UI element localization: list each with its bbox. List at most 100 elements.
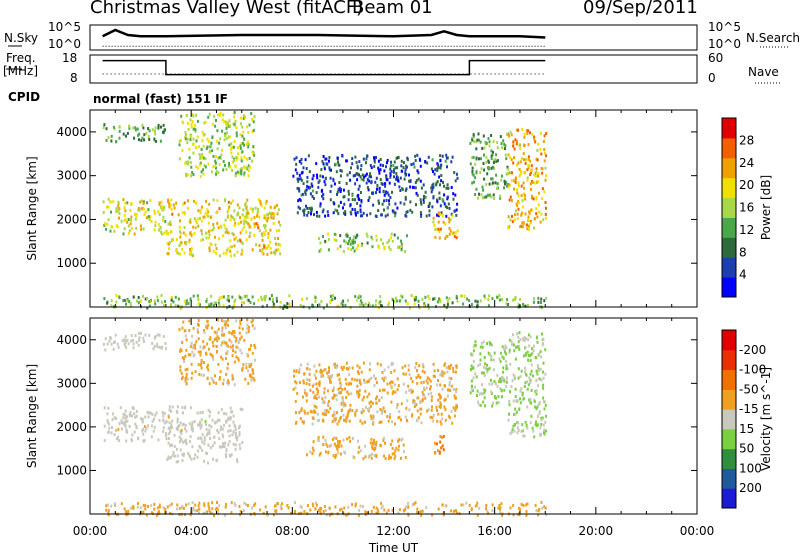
scatter-cell <box>261 298 264 302</box>
scatter-cell <box>305 392 308 396</box>
scatter-cell <box>274 237 277 240</box>
scatter-cell <box>447 202 450 206</box>
scatter-cell <box>260 204 263 208</box>
scatter-cell <box>361 421 364 425</box>
scatter-cell <box>103 297 106 300</box>
scatter-cell <box>246 504 249 507</box>
scatter-cell <box>474 340 477 344</box>
scatter-cell <box>236 146 239 150</box>
scatter-cell <box>216 221 219 225</box>
scatter-cell <box>390 169 393 173</box>
scatter-cell <box>391 452 394 456</box>
scatter-cell <box>214 159 217 163</box>
scatter-cell <box>325 442 328 446</box>
scatter-cell <box>254 206 257 210</box>
scatter-cell <box>290 511 293 515</box>
scatter-cell <box>181 356 184 360</box>
scatter-cell <box>506 132 509 136</box>
scatter-cell <box>124 413 127 417</box>
scatter-cell <box>227 318 229 322</box>
scatter-cell <box>318 179 321 183</box>
scatter-cell <box>407 505 410 509</box>
scatter-cell <box>229 417 232 421</box>
scatter-cell <box>219 111 222 115</box>
scatter-cell <box>392 390 395 394</box>
scatter-cell <box>477 400 479 404</box>
scatter-cell <box>274 252 277 256</box>
scatter-cell <box>356 378 359 382</box>
scatter-cell <box>178 435 181 439</box>
scatter-cell <box>215 211 218 214</box>
scatter-cell <box>140 417 143 421</box>
scatter-cell <box>524 158 527 162</box>
scatter-cell <box>195 165 198 169</box>
scatter-cell <box>410 163 413 166</box>
scatter-cell <box>336 422 339 426</box>
scatter-cell <box>213 304 215 308</box>
scatter-cell <box>253 233 256 237</box>
scatter-cell <box>509 218 512 222</box>
power-colorbar-segment <box>722 118 736 139</box>
scatter-cell <box>150 504 153 508</box>
scatter-cell <box>177 213 180 217</box>
scatter-cell <box>337 387 340 391</box>
scatter-cell <box>486 363 488 367</box>
scatter-cell <box>349 210 352 214</box>
scatter-cell <box>514 407 517 411</box>
scatter-cell <box>128 413 131 416</box>
scatter-cell <box>438 297 440 301</box>
scatter-cell <box>373 443 376 447</box>
scatter-cell <box>500 178 503 182</box>
scatter-cell <box>143 340 145 343</box>
scatter-cell <box>362 211 365 215</box>
scatter-cell <box>225 372 228 376</box>
scatter-cell <box>177 304 180 308</box>
scatter-cell <box>217 301 220 305</box>
scatter-cell <box>508 171 511 175</box>
scatter-cell <box>352 246 355 250</box>
scatter-cell <box>230 453 233 457</box>
scatter-cell <box>399 176 402 180</box>
velocity-colorbar-segment <box>722 349 736 371</box>
scatter-cell <box>165 437 168 441</box>
scatter-cell <box>282 306 285 310</box>
scatter-cell <box>178 244 181 248</box>
scatter-cell <box>224 198 227 202</box>
velocity-colorbar-tick: 50 <box>739 442 754 456</box>
scatter-cell <box>146 201 149 205</box>
scatter-cell <box>364 444 367 448</box>
scatter-cell <box>332 386 335 390</box>
scatter-cell <box>504 153 507 157</box>
scatter-cell <box>313 404 316 408</box>
scatter-cell <box>443 184 446 188</box>
scatter-cell <box>249 300 252 304</box>
scatter-cell <box>165 229 168 233</box>
scatter-cell <box>522 152 525 156</box>
scatter-cell <box>247 169 250 173</box>
scatter-cell <box>169 456 172 460</box>
scatter-cell <box>522 192 525 196</box>
scatter-cell <box>385 511 388 515</box>
scatter-cell <box>168 205 171 209</box>
power-colorbar-segment <box>722 157 736 179</box>
scatter-cell <box>373 438 375 442</box>
scatter-cell <box>427 392 430 396</box>
scatter-cell <box>491 404 494 408</box>
scatter-cell <box>162 335 165 339</box>
scatter-cell <box>448 297 451 301</box>
scatter-cell <box>118 129 121 133</box>
scatter-cell <box>540 212 543 216</box>
scatter-cell <box>164 433 167 437</box>
scatter-cell <box>317 382 320 386</box>
scatter-cell <box>194 509 197 513</box>
scatter-cell <box>213 114 216 118</box>
scatter-cell <box>386 241 389 245</box>
scatter-cell <box>527 155 530 159</box>
scatter-cell <box>390 380 393 384</box>
scatter-cell <box>523 434 526 438</box>
scatter-cell <box>329 190 332 193</box>
scatter-cell <box>314 507 317 511</box>
scatter-cell <box>342 365 345 369</box>
scatter-cell <box>128 229 131 233</box>
scatter-cell <box>307 185 310 189</box>
